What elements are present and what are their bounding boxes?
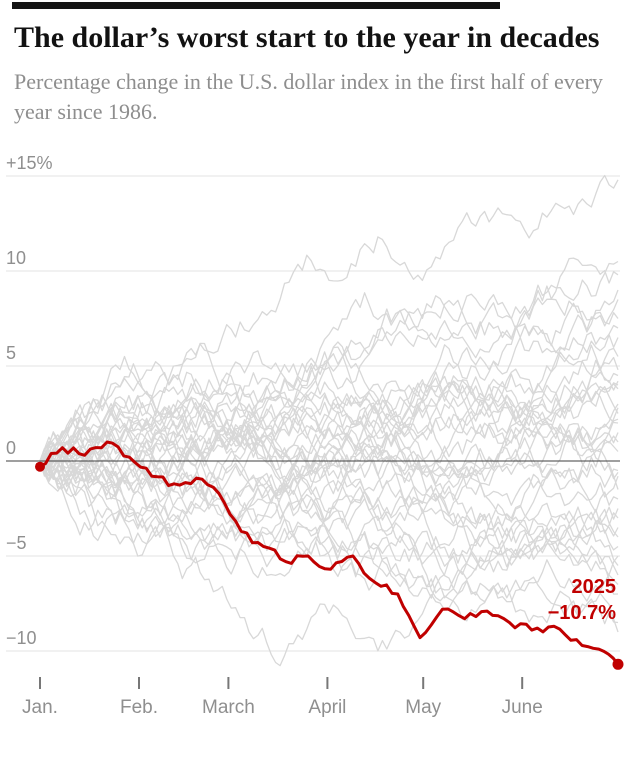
year-line	[39, 174, 619, 462]
year-line	[39, 356, 619, 478]
annotation-value: −10.7%	[548, 602, 617, 624]
x-axis-label: May	[405, 697, 441, 718]
x-axis-label: Feb.	[120, 697, 158, 718]
year-line	[39, 382, 619, 529]
start-dot	[35, 461, 45, 472]
y-axis-label: −5	[6, 533, 27, 553]
year-line	[39, 426, 619, 542]
end-dot	[612, 658, 624, 670]
year-line	[39, 460, 619, 603]
y-axis-label: −10	[6, 628, 37, 648]
year-line	[39, 341, 619, 483]
year-line	[39, 302, 619, 465]
year-line	[39, 260, 619, 462]
page-title: The dollar’s worst start to the year in …	[14, 21, 600, 54]
y-axis-label: 0	[6, 438, 16, 458]
year-line	[39, 460, 619, 599]
year-line	[39, 431, 619, 566]
year-line	[39, 406, 619, 506]
year-line	[39, 347, 619, 488]
x-axis-label: Jan.	[22, 697, 58, 718]
year-line	[39, 403, 619, 523]
year-line	[39, 380, 619, 474]
year-line	[39, 257, 619, 482]
x-axis-label: March	[202, 697, 255, 718]
top-bar	[12, 2, 500, 9]
chart-subtitle: Percentage change in the U.S. dollar ind…	[14, 69, 603, 124]
x-axis-label: April	[308, 697, 346, 718]
y-axis-label: +15%	[6, 153, 53, 173]
year-line	[39, 447, 619, 594]
y-axis-label: 5	[6, 343, 16, 363]
year-line	[39, 418, 619, 536]
year-line	[39, 334, 619, 482]
year-line	[39, 344, 619, 463]
annotation-year: 2025	[572, 576, 617, 598]
dollar-index-chart: +15% 10 5 0 −5 −10 Jan. Feb. March April May June 20…	[6, 153, 624, 718]
x-axis-label: June	[502, 697, 543, 718]
year-line	[39, 378, 619, 462]
year-line	[39, 372, 619, 575]
year-line	[39, 455, 619, 667]
y-axis-label: 10	[6, 248, 26, 268]
year-line	[39, 382, 619, 499]
highlight-line-2025	[38, 440, 620, 666]
year-line	[39, 423, 619, 553]
year-line	[39, 460, 619, 579]
